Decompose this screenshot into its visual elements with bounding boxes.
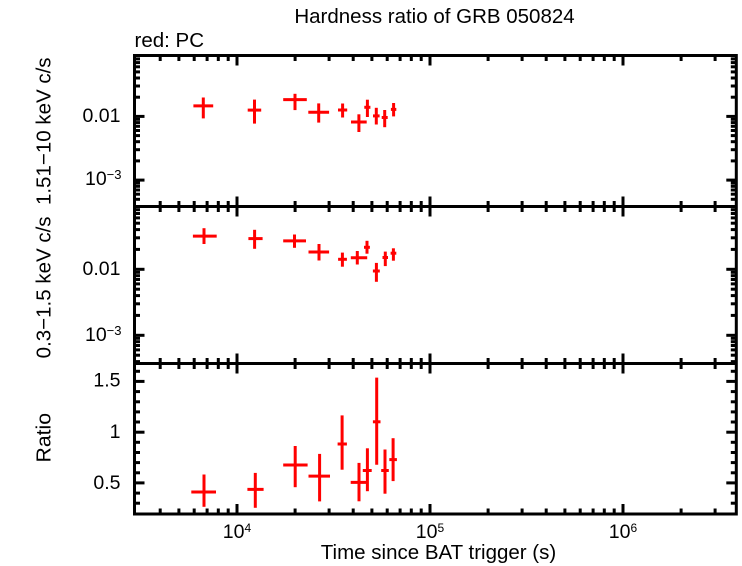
svg-text:1.5: 1.5	[93, 370, 120, 392]
svg-text:red: PC: red: PC	[135, 29, 205, 52]
svg-text:Ratio: Ratio	[33, 413, 56, 463]
svg-text:105: 105	[416, 521, 445, 543]
svg-text:104: 104	[223, 521, 252, 543]
svg-text:0.01: 0.01	[83, 105, 121, 127]
svg-text:106: 106	[609, 521, 638, 543]
svg-text:Hardness ratio of GRB 050824: Hardness ratio of GRB 050824	[294, 5, 574, 28]
svg-text:0.3−1.5 keV c/s 1.51−10 keV c: 0.3−1.5 keV c/s 1.51−10 keV c/s	[33, 57, 56, 358]
svg-text:1: 1	[110, 421, 121, 443]
svg-text:0.01: 0.01	[83, 258, 121, 280]
svg-text:0.5: 0.5	[93, 472, 120, 494]
svg-text:Time since BAT trigger (s): Time since BAT trigger (s)	[321, 541, 556, 564]
